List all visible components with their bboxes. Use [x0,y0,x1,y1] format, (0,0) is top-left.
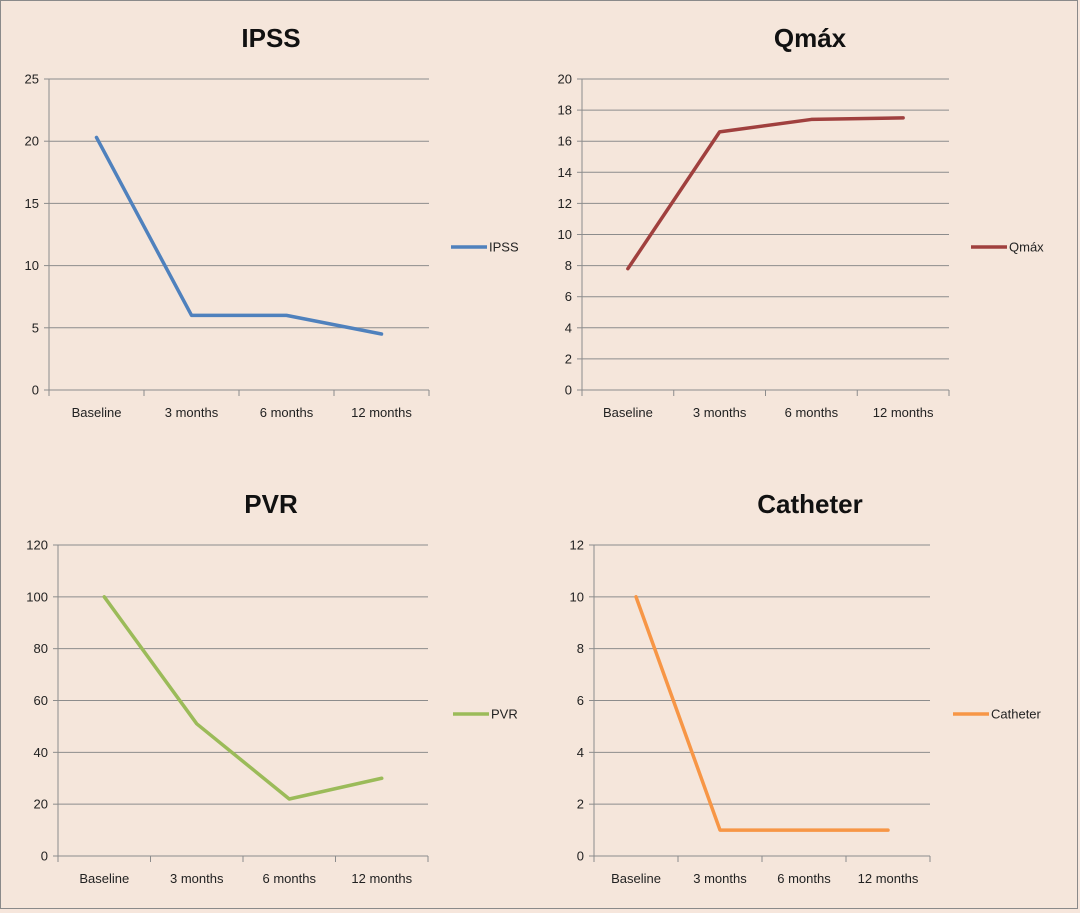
data-points [96,137,382,335]
y-tick-label: 12 [570,538,584,553]
ipss-chart-panel: IPSS 0 5 10 15 20 25 Baseline 3 months 6 months 1… [1,1,541,456]
x-tick-label: Baseline [79,871,129,886]
y-axis-ticks: 0 2 4 6 8 10 12 [570,538,584,864]
y-axis-ticks: 0 2 4 6 8 10 12 14 16 18 20 [558,72,572,398]
y-tick-label: 10 [25,258,39,273]
y-tick-label: 40 [34,745,48,760]
x-tick-label: 3 months [165,405,219,420]
gridlines [44,78,429,391]
legend-label: Qmáx [1009,240,1044,255]
x-axis-ticks: Baseline 3 months 6 months 12 months [593,856,931,886]
catheter-chart-panel: Catheter 0 2 4 6 8 10 12 Baseline 3 months 6 mont… [541,456,1079,910]
y-tick-label: 25 [25,72,39,87]
data-points [635,596,889,831]
pvr-chart-panel: PVR 0 20 40 60 80 100 120 Baseline 3 months 6 mon… [1,456,541,910]
y-tick-label: 100 [26,589,48,604]
y-tick-label: 5 [32,320,39,335]
y-axis-ticks: 0 5 10 15 20 25 [25,72,39,398]
series-line [634,595,890,832]
chart-title: Catheter [757,489,863,519]
legend-label: PVR [491,707,518,722]
y-tick-label: 0 [41,849,48,864]
chart-title: Qmáx [773,23,847,53]
qmax-line-chart: 0 2 4 6 8 10 12 14 16 18 20 Baseline 3 months 6 month… [558,72,1045,421]
x-tick-label: 12 months [351,871,412,886]
y-tick-label: 60 [34,693,48,708]
y-tick-label: 18 [558,103,572,118]
data-points [627,117,904,269]
legend: PVR [453,707,518,722]
y-tick-label: 6 [565,289,572,304]
pvr-line-chart: 0 20 40 60 80 100 120 Baseline 3 months 6 months 1… [26,538,518,887]
x-tick-label: 3 months [170,871,224,886]
data-points [104,596,382,800]
y-tick-label: 4 [577,745,584,760]
catheter-line-chart: 0 2 4 6 8 10 12 Baseline 3 months 6 months 12 mont… [570,538,1042,887]
x-tick-label: Baseline [611,871,661,886]
x-tick-label: 12 months [873,405,934,420]
x-axis-ticks: Baseline 3 months 6 months 12 months [57,856,429,886]
gridlines [53,544,428,857]
x-tick-label: 6 months [260,405,314,420]
x-tick-label: 12 months [351,405,412,420]
y-tick-label: 120 [26,538,48,553]
legend-label: IPSS [489,240,519,255]
y-tick-label: 10 [558,227,572,242]
y-tick-label: 20 [34,797,48,812]
legend: Catheter [953,707,1042,722]
series-line [626,116,905,271]
y-tick-label: 15 [25,196,39,211]
y-tick-label: 0 [32,383,39,398]
series-line [94,135,384,336]
y-tick-label: 2 [577,797,584,812]
qmax-chart-panel: Qmáx 0 2 4 6 8 10 12 14 16 18 20 Baseline 3 months 6 … [541,1,1079,456]
x-tick-label: 12 months [858,871,919,886]
x-tick-label: Baseline [603,405,653,420]
y-tick-label: 20 [558,72,572,87]
legend: IPSS [451,240,519,255]
y-tick-label: 4 [565,320,572,335]
y-axis-ticks: 0 20 40 60 80 100 120 [26,538,48,864]
x-axis-ticks: Baseline 3 months 6 months 12 months [581,390,950,420]
y-tick-label: 2 [565,351,572,366]
x-tick-label: 6 months [263,871,317,886]
y-tick-label: 14 [558,165,572,180]
ipss-line-chart: 0 5 10 15 20 25 Baseline 3 months 6 months 12 mon… [25,72,519,421]
series-line [102,595,384,801]
x-tick-label: Baseline [72,405,122,420]
gridlines [589,544,930,857]
y-tick-label: 10 [570,589,584,604]
y-tick-label: 8 [577,641,584,656]
chart-title: IPSS [241,23,301,53]
chart-title: PVR [244,489,298,519]
y-tick-label: 16 [558,134,572,149]
legend-label: Catheter [991,707,1042,722]
y-tick-label: 6 [577,693,584,708]
y-tick-label: 12 [558,196,572,211]
x-axis-ticks: Baseline 3 months 6 months 12 months [48,390,430,420]
y-tick-label: 0 [565,383,572,398]
y-tick-label: 8 [565,258,572,273]
legend: Qmáx [971,240,1044,255]
y-tick-label: 0 [577,849,584,864]
x-tick-label: 6 months [777,871,831,886]
x-tick-label: 6 months [785,405,839,420]
x-tick-label: 3 months [693,871,747,886]
y-tick-label: 20 [25,134,39,149]
x-tick-label: 3 months [693,405,747,420]
y-tick-label: 80 [34,641,48,656]
